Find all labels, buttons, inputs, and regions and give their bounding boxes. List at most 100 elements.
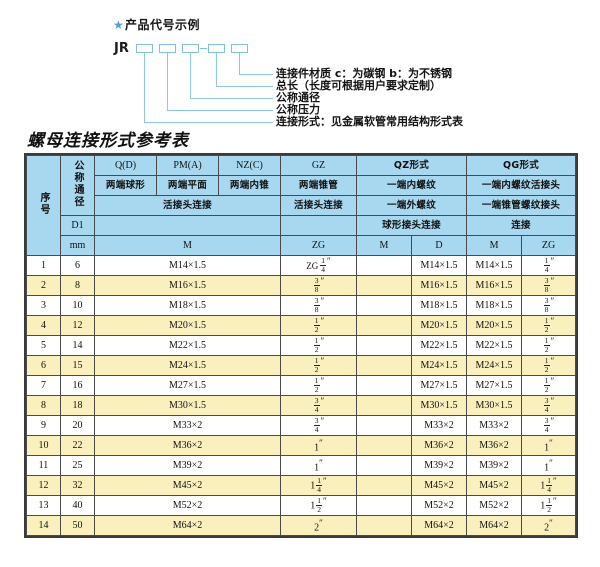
product-code-diagram: ★ 产品代号示例 JR 连接件材质 c：为碳钢 b：为不锈钢 总长（长度可根据用… bbox=[0, 0, 600, 130]
cell-seq: 10 bbox=[26, 435, 61, 456]
cell-m-left: M22×1.5 bbox=[94, 335, 281, 356]
table-row: 5 14 M22×1.5 1 2 ″ M22×1.5 M22×1.5 1 2 ″ bbox=[26, 335, 577, 356]
header-bore-mm: mm bbox=[60, 235, 95, 256]
leader-line-5-vertical bbox=[239, 53, 240, 74]
cell-qz-d: M27×1.5 bbox=[410, 375, 468, 396]
cell-qg-m: M22×1.5 bbox=[466, 335, 523, 356]
header-code-qz: QZ形式 bbox=[355, 155, 468, 176]
cell-gz: 1 2 ″ bbox=[280, 355, 357, 376]
table-row: 8 18 M30×1.5 3 4 ″ M30×1.5 M30×1.5 3 4 ″ bbox=[26, 395, 577, 416]
header-conn-left: 活接头连接 bbox=[94, 195, 281, 216]
cell-qz-d: M30×1.5 bbox=[410, 395, 468, 416]
header-blank-gz bbox=[280, 215, 357, 236]
header-desc-nzc: 两端内锥 bbox=[218, 175, 281, 196]
code-box-4 bbox=[208, 44, 225, 53]
cell-m-left: M14×1.5 bbox=[94, 255, 281, 276]
cell-qz-d: M22×1.5 bbox=[410, 335, 468, 356]
cell-seq: 12 bbox=[26, 475, 61, 496]
header-row-connection: 活接头连接 活接头连接 一端外螺纹 一端锥管螺纹接头 bbox=[27, 195, 577, 216]
table-row: 1 6 M14×1.5 ZG 1 4 ″ M14×1.5 M14×1.5 1 4 ″ bbox=[26, 255, 577, 276]
cell-qz-m bbox=[356, 515, 412, 536]
legend-connection-type: 连接形式：见金属软管常用结构形式表 bbox=[276, 115, 463, 128]
cell-m-left: M52×2 bbox=[94, 495, 281, 516]
cell-m-left: M18×1.5 bbox=[94, 295, 281, 316]
header-row-codes: 序号 公称通径 Q(D) PM(A) NZ(C) GZ QZ形式 QG形式 bbox=[26, 155, 577, 256]
cell-qz-m bbox=[356, 275, 412, 296]
table-row: 14 50 M64×2 2″ M64×2 M64×2 2″ bbox=[26, 515, 577, 536]
cell-m-left: M20×1.5 bbox=[94, 315, 281, 336]
header-bore-d1: D1 bbox=[60, 215, 95, 236]
header-row-units: mm M ZG M D M ZG bbox=[27, 235, 577, 256]
header-row-desc: 两端球形 两端平面 两端内锥 两端锥管 一端内螺纹 一端内螺纹活接头 bbox=[27, 175, 577, 196]
cell-bore: 50 bbox=[60, 515, 95, 536]
table-row: 11 25 M39×2 1″ M39×2 M39×2 1″ bbox=[26, 455, 577, 476]
header-code-gz: GZ bbox=[280, 155, 357, 176]
leader-line-4-horizontal bbox=[216, 86, 273, 87]
cell-qz-d: M39×2 bbox=[410, 455, 468, 476]
table-row: 7 16 M27×1.5 1 2 ″ M27×1.5 M27×1.5 1 2 ″ bbox=[26, 375, 577, 396]
header-unit-qg-zg: ZG bbox=[521, 235, 577, 256]
header-blank-left bbox=[94, 215, 281, 236]
cell-seq: 4 bbox=[26, 315, 61, 336]
cell-bore: 25 bbox=[60, 455, 95, 476]
header-code-qg: QG形式 bbox=[466, 155, 577, 176]
cell-qz-m bbox=[356, 455, 412, 476]
cell-bore: 8 bbox=[60, 275, 95, 296]
header-unit-m-left: M bbox=[94, 235, 281, 256]
header-row-d1: D1 球形接头连接 连接 bbox=[27, 215, 577, 236]
header-unit-qz-m: M bbox=[356, 235, 412, 256]
cell-qz-d: M14×1.5 bbox=[410, 255, 468, 276]
cell-qz-m bbox=[356, 375, 412, 396]
table-row: 2 8 M16×1.5 3 8 ″ M16×1.5 M16×1.5 3 8 ″ bbox=[26, 275, 577, 296]
cell-seq: 13 bbox=[26, 495, 61, 516]
cell-m-left: M36×2 bbox=[94, 435, 281, 456]
cell-qg-m: M36×2 bbox=[466, 435, 523, 456]
legend-material: 连接件材质 c：为碳钢 b：为不锈钢 bbox=[276, 67, 453, 80]
cell-qg-zg: 3 4 ″ bbox=[521, 415, 577, 436]
cell-m-left: M27×1.5 bbox=[94, 375, 281, 396]
cell-seq: 3 bbox=[26, 295, 61, 316]
cell-seq: 9 bbox=[26, 415, 61, 436]
cell-gz: 3 8 ″ bbox=[280, 295, 357, 316]
cell-gz: ZG 1 4 ″ bbox=[280, 255, 357, 276]
header-code-nzc: NZ(C) bbox=[218, 155, 281, 176]
header-seq: 序号 bbox=[26, 155, 61, 256]
cell-m-left: M64×2 bbox=[94, 515, 281, 536]
cell-gz: 3 4 ″ bbox=[280, 415, 357, 436]
product-code-heading: 产品代号示例 bbox=[125, 18, 201, 32]
code-dash bbox=[200, 48, 207, 49]
cell-gz: 1 1 4 ″ bbox=[280, 475, 357, 496]
cell-m-left: M16×1.5 bbox=[94, 275, 281, 296]
header-desc-qz: 一端内螺纹 bbox=[355, 175, 468, 196]
cell-qz-d: M36×2 bbox=[410, 435, 468, 456]
cell-qz-d: M64×2 bbox=[410, 515, 468, 536]
cell-qz-d: M52×2 bbox=[410, 495, 468, 516]
cell-qz-d: M33×2 bbox=[410, 415, 468, 436]
cell-bore: 12 bbox=[60, 315, 95, 336]
leader-line-3-horizontal bbox=[190, 98, 273, 99]
cell-qg-m: M18×1.5 bbox=[466, 295, 523, 316]
cell-m-left: M39×2 bbox=[94, 455, 281, 476]
cell-qg-zg: 1″ bbox=[521, 455, 577, 476]
cell-qg-m: M52×2 bbox=[466, 495, 523, 516]
cell-bore: 18 bbox=[60, 395, 95, 416]
cell-qz-m bbox=[356, 335, 412, 356]
legend-total-length: 总长（长度可根据用户要求定制） bbox=[276, 79, 441, 92]
cell-qg-zg: 1 2 ″ bbox=[521, 335, 577, 356]
cell-seq: 1 bbox=[26, 255, 61, 276]
cell-seq: 14 bbox=[26, 515, 61, 536]
cell-qg-zg: 3 8 ″ bbox=[521, 275, 577, 296]
header-seq-label: 序号 bbox=[38, 192, 49, 216]
cell-gz: 1 1 2 ″ bbox=[280, 495, 357, 516]
table-row: 10 22 M36×2 1″ M36×2 M36×2 1″ bbox=[26, 435, 577, 456]
cell-seq: 11 bbox=[26, 455, 61, 476]
legend-nominal-pressure: 公称压力 bbox=[276, 103, 320, 116]
leader-line-2-horizontal bbox=[167, 110, 273, 111]
header-desc-pma: 两端平面 bbox=[156, 175, 219, 196]
header-bore: 公称通径 bbox=[60, 155, 95, 216]
cell-seq: 8 bbox=[26, 395, 61, 416]
cell-qg-zg: 3 4 ″ bbox=[521, 395, 577, 416]
code-box-5 bbox=[231, 44, 248, 53]
cell-seq: 7 bbox=[26, 375, 61, 396]
product-code-prefix: JR bbox=[114, 41, 129, 56]
